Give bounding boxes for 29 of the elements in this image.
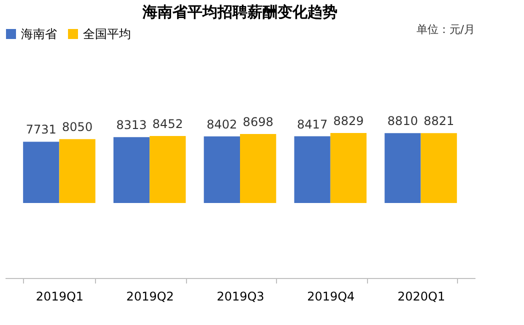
text: 单位：元/月 <box>416 23 475 36</box>
data-label: 8417 <box>297 117 328 132</box>
data-label: 8829 <box>333 114 364 128</box>
x-tick-label: 2019Q4 <box>307 290 355 304</box>
data-label: 7731 <box>26 122 56 137</box>
x-tick-label: 2020Q1 <box>397 290 446 304</box>
bar <box>330 133 367 203</box>
bar <box>240 134 276 203</box>
bar <box>59 139 96 203</box>
data-label: 8452 <box>152 116 183 131</box>
bar <box>294 136 330 203</box>
legend-label: 全国平均 <box>83 27 131 41</box>
bar <box>113 137 150 203</box>
bar <box>384 133 421 203</box>
data-label: 8810 <box>387 114 418 128</box>
data-label: 8050 <box>62 120 93 134</box>
data-label: 8698 <box>242 115 274 130</box>
data-label: 8821 <box>424 114 454 128</box>
x-tick-label: 2019Q1 <box>36 290 84 304</box>
x-tick-label: 2019Q3 <box>216 290 264 304</box>
bar <box>150 136 186 203</box>
bar <box>23 142 60 203</box>
bar <box>204 136 240 203</box>
data-label: 8402 <box>206 117 238 132</box>
chart-title: 海南省平均招聘薪酬变化趋势 <box>142 3 338 21</box>
legend-label: 海南省 <box>21 27 57 41</box>
data-label: 8313 <box>116 118 147 132</box>
x-tick-label: 2019Q2 <box>126 290 174 304</box>
bar <box>420 133 457 203</box>
